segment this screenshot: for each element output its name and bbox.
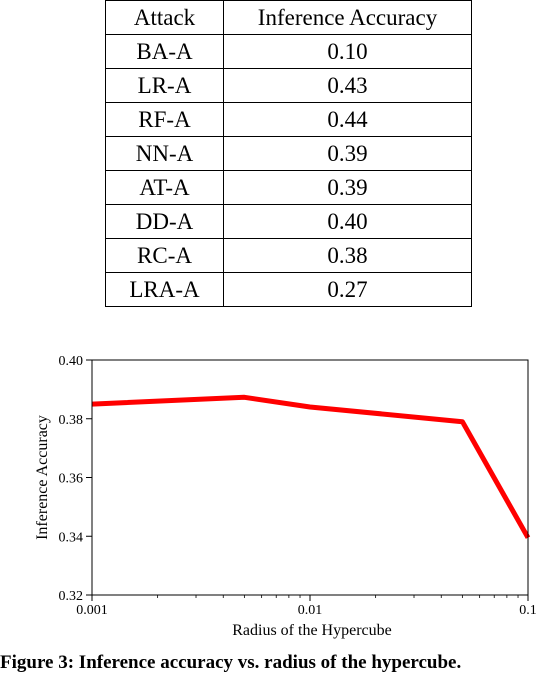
attack-cell: NN-A bbox=[105, 136, 224, 171]
column-header-inference-accuracy: Inference Accuracy bbox=[223, 0, 472, 35]
series-line bbox=[91, 394, 531, 539]
table-row: AT-A 0.39 bbox=[105, 170, 472, 205]
accuracy-cell: 0.40 bbox=[223, 204, 472, 239]
figure-caption: Figure 3: Inference accuracy vs. radius … bbox=[0, 652, 462, 673]
accuracy-cell: 0.39 bbox=[223, 170, 472, 205]
accuracy-cell: 0.27 bbox=[223, 272, 472, 307]
table-row: RC-A 0.38 bbox=[105, 238, 472, 273]
accuracy-cell: 0.10 bbox=[223, 34, 472, 69]
table-row: DD-A 0.40 bbox=[105, 204, 472, 239]
column-header-attack: Attack bbox=[105, 0, 224, 35]
x-tick-label: 0.001 bbox=[76, 603, 108, 618]
attack-cell: AT-A bbox=[105, 170, 224, 205]
attack-cell: BA-A bbox=[105, 34, 224, 69]
attack-cell: RC-A bbox=[105, 238, 224, 273]
table-row: BA-A 0.10 bbox=[105, 34, 472, 69]
y-tick-label: 0.34 bbox=[59, 530, 84, 545]
y-tick-label: 0.36 bbox=[59, 472, 84, 487]
attack-accuracy-table: Attack Inference Accuracy BA-A 0.10 LR-A… bbox=[105, 0, 472, 307]
y-tick-label: 0.38 bbox=[59, 413, 84, 428]
inference-accuracy-line-chart: 0.001 0.01 0.1 0.32 0.34 0.36 0.38 0.40 Radius o… bbox=[34, 354, 537, 639]
accuracy-cell: 0.39 bbox=[223, 136, 472, 171]
attack-cell: LR-A bbox=[105, 68, 224, 103]
accuracy-cell: 0.44 bbox=[223, 102, 472, 137]
attack-cell: LRA-A bbox=[105, 272, 224, 307]
x-tick-label: 0.1 bbox=[519, 603, 537, 618]
y-axis-title: Inference Accuracy bbox=[34, 415, 51, 540]
accuracy-cell: 0.43 bbox=[223, 68, 472, 103]
plot-frame bbox=[91, 359, 529, 596]
table-row: RF-A 0.44 bbox=[105, 102, 472, 137]
table-row: LR-A 0.43 bbox=[105, 68, 472, 103]
x-tick-label: 0.01 bbox=[298, 603, 323, 618]
table-row: NN-A 0.39 bbox=[105, 136, 472, 171]
accuracy-cell: 0.38 bbox=[223, 238, 472, 273]
table-row: LRA-A 0.27 bbox=[105, 272, 472, 307]
y-tick-label: 0.32 bbox=[59, 589, 84, 604]
x-axis-title: Radius of the Hypercube bbox=[232, 622, 392, 639]
attack-cell: DD-A bbox=[105, 204, 224, 239]
table-header-row: Attack Inference Accuracy bbox=[105, 0, 472, 35]
y-tick-label: 0.40 bbox=[59, 354, 84, 369]
attack-cell: RF-A bbox=[105, 102, 224, 137]
